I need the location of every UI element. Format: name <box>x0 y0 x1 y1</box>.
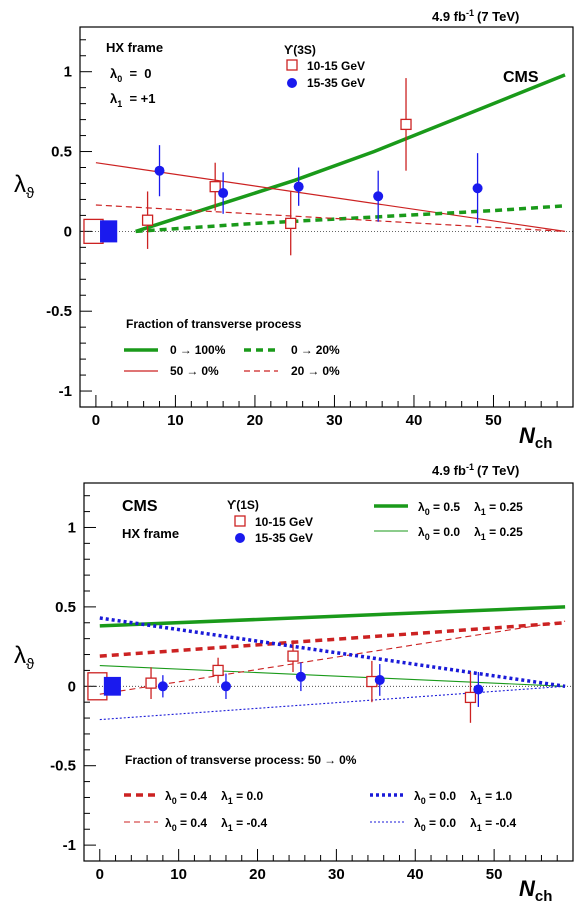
top-x-tick-label-1: 10 <box>167 412 184 429</box>
bottom-series-1-point-0 <box>145 677 157 689</box>
top-param-lambda0: λ0 = 0 <box>110 66 152 84</box>
top-legend-curve-2: 50 → 0% <box>170 364 219 378</box>
top-x-tick-label-5: 50 <box>485 412 502 429</box>
top-legend-curve-1: 0 → 100% <box>170 343 226 357</box>
bottom-legend-title: Fraction of transverse process: 50 → 0% <box>125 753 357 767</box>
top-plot-area <box>80 73 573 256</box>
top-series-1-point-2 <box>285 217 297 230</box>
bottom-x-tick-label-5: 50 <box>486 866 503 883</box>
top-series-1-point-0 <box>141 214 154 226</box>
top-y-axis-label: λϑ <box>14 171 35 202</box>
bottom-legend-curve-1: λ0 = 0.5 λ1 = 0.25 <box>418 500 523 517</box>
top-curve-2 <box>95 162 566 232</box>
bottom-curve-2 <box>99 665 566 687</box>
bottom-y-tick-label-4: 1 <box>68 519 76 536</box>
top-legend-curve-3: 0 → 20% <box>291 343 340 357</box>
top-series-1-point-1 <box>209 181 221 193</box>
bottom-frame-label: HX frame <box>122 526 179 541</box>
top-y-tick-label-4: 1 <box>64 64 72 81</box>
bottom-legend-curve-6: λ0 = 0.0 λ1 = -0.4 <box>414 816 516 833</box>
panel-top: 4.9 fb-1 (7 TeV) 0 10 20 30 40 50 -1 -0.5 0 0.5 1 H… <box>14 8 574 452</box>
bottom-plot-area <box>84 605 573 723</box>
bottom-legend-curve-2: λ0 = 0.0 λ1 = 0.25 <box>418 525 523 542</box>
top-series-1-point-3 <box>400 118 412 131</box>
bottom-plot-frame <box>83 482 574 862</box>
bottom-curve-4 <box>99 620 566 695</box>
top-series-2-point-0 <box>154 165 165 176</box>
bottom-legend-series-1: 10-15 GeV <box>255 515 313 529</box>
bottom-series-2-point-2 <box>295 671 306 682</box>
top-header-lumi: 4.9 fb-1 (7 TeV) <box>432 8 519 24</box>
top-experiment-label: CMS <box>503 69 539 86</box>
top-legend-title: Fraction of transverse process <box>126 317 302 331</box>
top-curve-1 <box>135 73 566 234</box>
bottom-legend-marker-open-square <box>234 515 246 527</box>
top-y-tick-label-2: 0 <box>64 223 72 240</box>
top-series-2-point-2 <box>293 181 304 192</box>
top-legend-series-2: 15-35 GeV <box>307 76 365 90</box>
bottom-y-tick-label-0: -1 <box>63 837 76 854</box>
top-x-tick-label-4: 40 <box>406 412 423 429</box>
bottom-series-2-point-3 <box>374 674 385 685</box>
top-param-lambda1: λ1 = +1 <box>110 91 156 109</box>
top-curve-4 <box>95 204 566 232</box>
bottom-y-tick-label-1: -0.5 <box>50 758 76 775</box>
bottom-axis-ticks: 0 10 20 30 40 50 -1 -0.5 0 0.5 1 <box>50 495 558 883</box>
bottom-series-1-point-2 <box>287 650 299 662</box>
top-y-tick-label-0: -1 <box>59 383 72 400</box>
top-legend-marker-open-square <box>286 59 298 71</box>
bottom-series-1-point-4 <box>464 691 477 704</box>
bottom-experiment-label: CMS <box>122 498 158 515</box>
top-state-label: ϒ(3S) <box>284 43 316 57</box>
bottom-curve-1 <box>99 605 566 628</box>
panel-bottom: 4.9 fb-1 (7 TeV) 0 10 20 30 40 50 -1 -0.5 0 0.5 1 C… <box>14 462 574 905</box>
bottom-header-lumi: 4.9 fb-1 (7 TeV) <box>432 462 519 478</box>
top-ref-box-2 <box>100 220 118 243</box>
bottom-x-tick-label-3: 30 <box>328 866 345 883</box>
top-plot-frame <box>79 26 574 408</box>
top-axis-ticks: 0 10 20 30 40 50 -1 -0.5 0 0.5 1 <box>46 39 558 429</box>
bottom-state-label: ϒ(1S) <box>227 498 259 512</box>
bottom-series-1-point-1 <box>212 664 224 677</box>
top-y-tick-label-1: -0.5 <box>46 303 72 320</box>
bottom-series-2-point-4 <box>473 684 484 695</box>
bottom-x-tick-label-1: 10 <box>170 866 187 883</box>
bottom-y-tick-label-3: 0.5 <box>55 599 76 616</box>
top-frame-label: HX frame <box>106 40 163 55</box>
bottom-legend-curve-5: λ0 = 0.0 λ1 = 1.0 <box>414 789 512 806</box>
bottom-y-axis-label: λϑ <box>14 642 35 673</box>
bottom-ref-box-2 <box>103 676 121 696</box>
bottom-legend-curve-4: λ0 = 0.4 λ1 = -0.4 <box>165 816 267 833</box>
top-series-2-point-1 <box>218 188 229 199</box>
top-x-tick-label-3: 30 <box>326 412 343 429</box>
bottom-legend-series-2: 15-35 GeV <box>255 531 313 545</box>
bottom-x-tick-label-0: 0 <box>96 866 104 883</box>
bottom-series-2-point-0 <box>157 681 168 692</box>
bottom-legend-marker-filled-circle <box>235 533 245 543</box>
top-x-axis-label: Nch <box>519 423 552 452</box>
top-legend-marker-filled-circle <box>287 78 297 88</box>
top-y-tick-label-3: 0.5 <box>51 144 72 161</box>
top-series-2-point-3 <box>373 191 384 202</box>
bottom-x-tick-label-4: 40 <box>407 866 424 883</box>
bottom-series-2-point-1 <box>220 681 231 692</box>
bottom-curve-5 <box>99 616 566 689</box>
top-x-tick-label-2: 20 <box>247 412 264 429</box>
bottom-x-axis-label: Nch <box>519 876 552 905</box>
top-legend-curve-4: 20 → 0% <box>291 364 340 378</box>
top-legend-series-1: 10-15 GeV <box>307 59 365 73</box>
top-series-2-point-4 <box>472 183 483 194</box>
bottom-curve-3 <box>99 621 566 658</box>
bottom-legend-curve-3: λ0 = 0.4 λ1 = 0.0 <box>165 789 263 806</box>
bottom-y-tick-label-2: 0 <box>68 678 76 695</box>
top-x-tick-label-0: 0 <box>92 412 100 429</box>
bottom-x-tick-label-2: 20 <box>249 866 266 883</box>
bottom-curve-6 <box>99 685 566 721</box>
